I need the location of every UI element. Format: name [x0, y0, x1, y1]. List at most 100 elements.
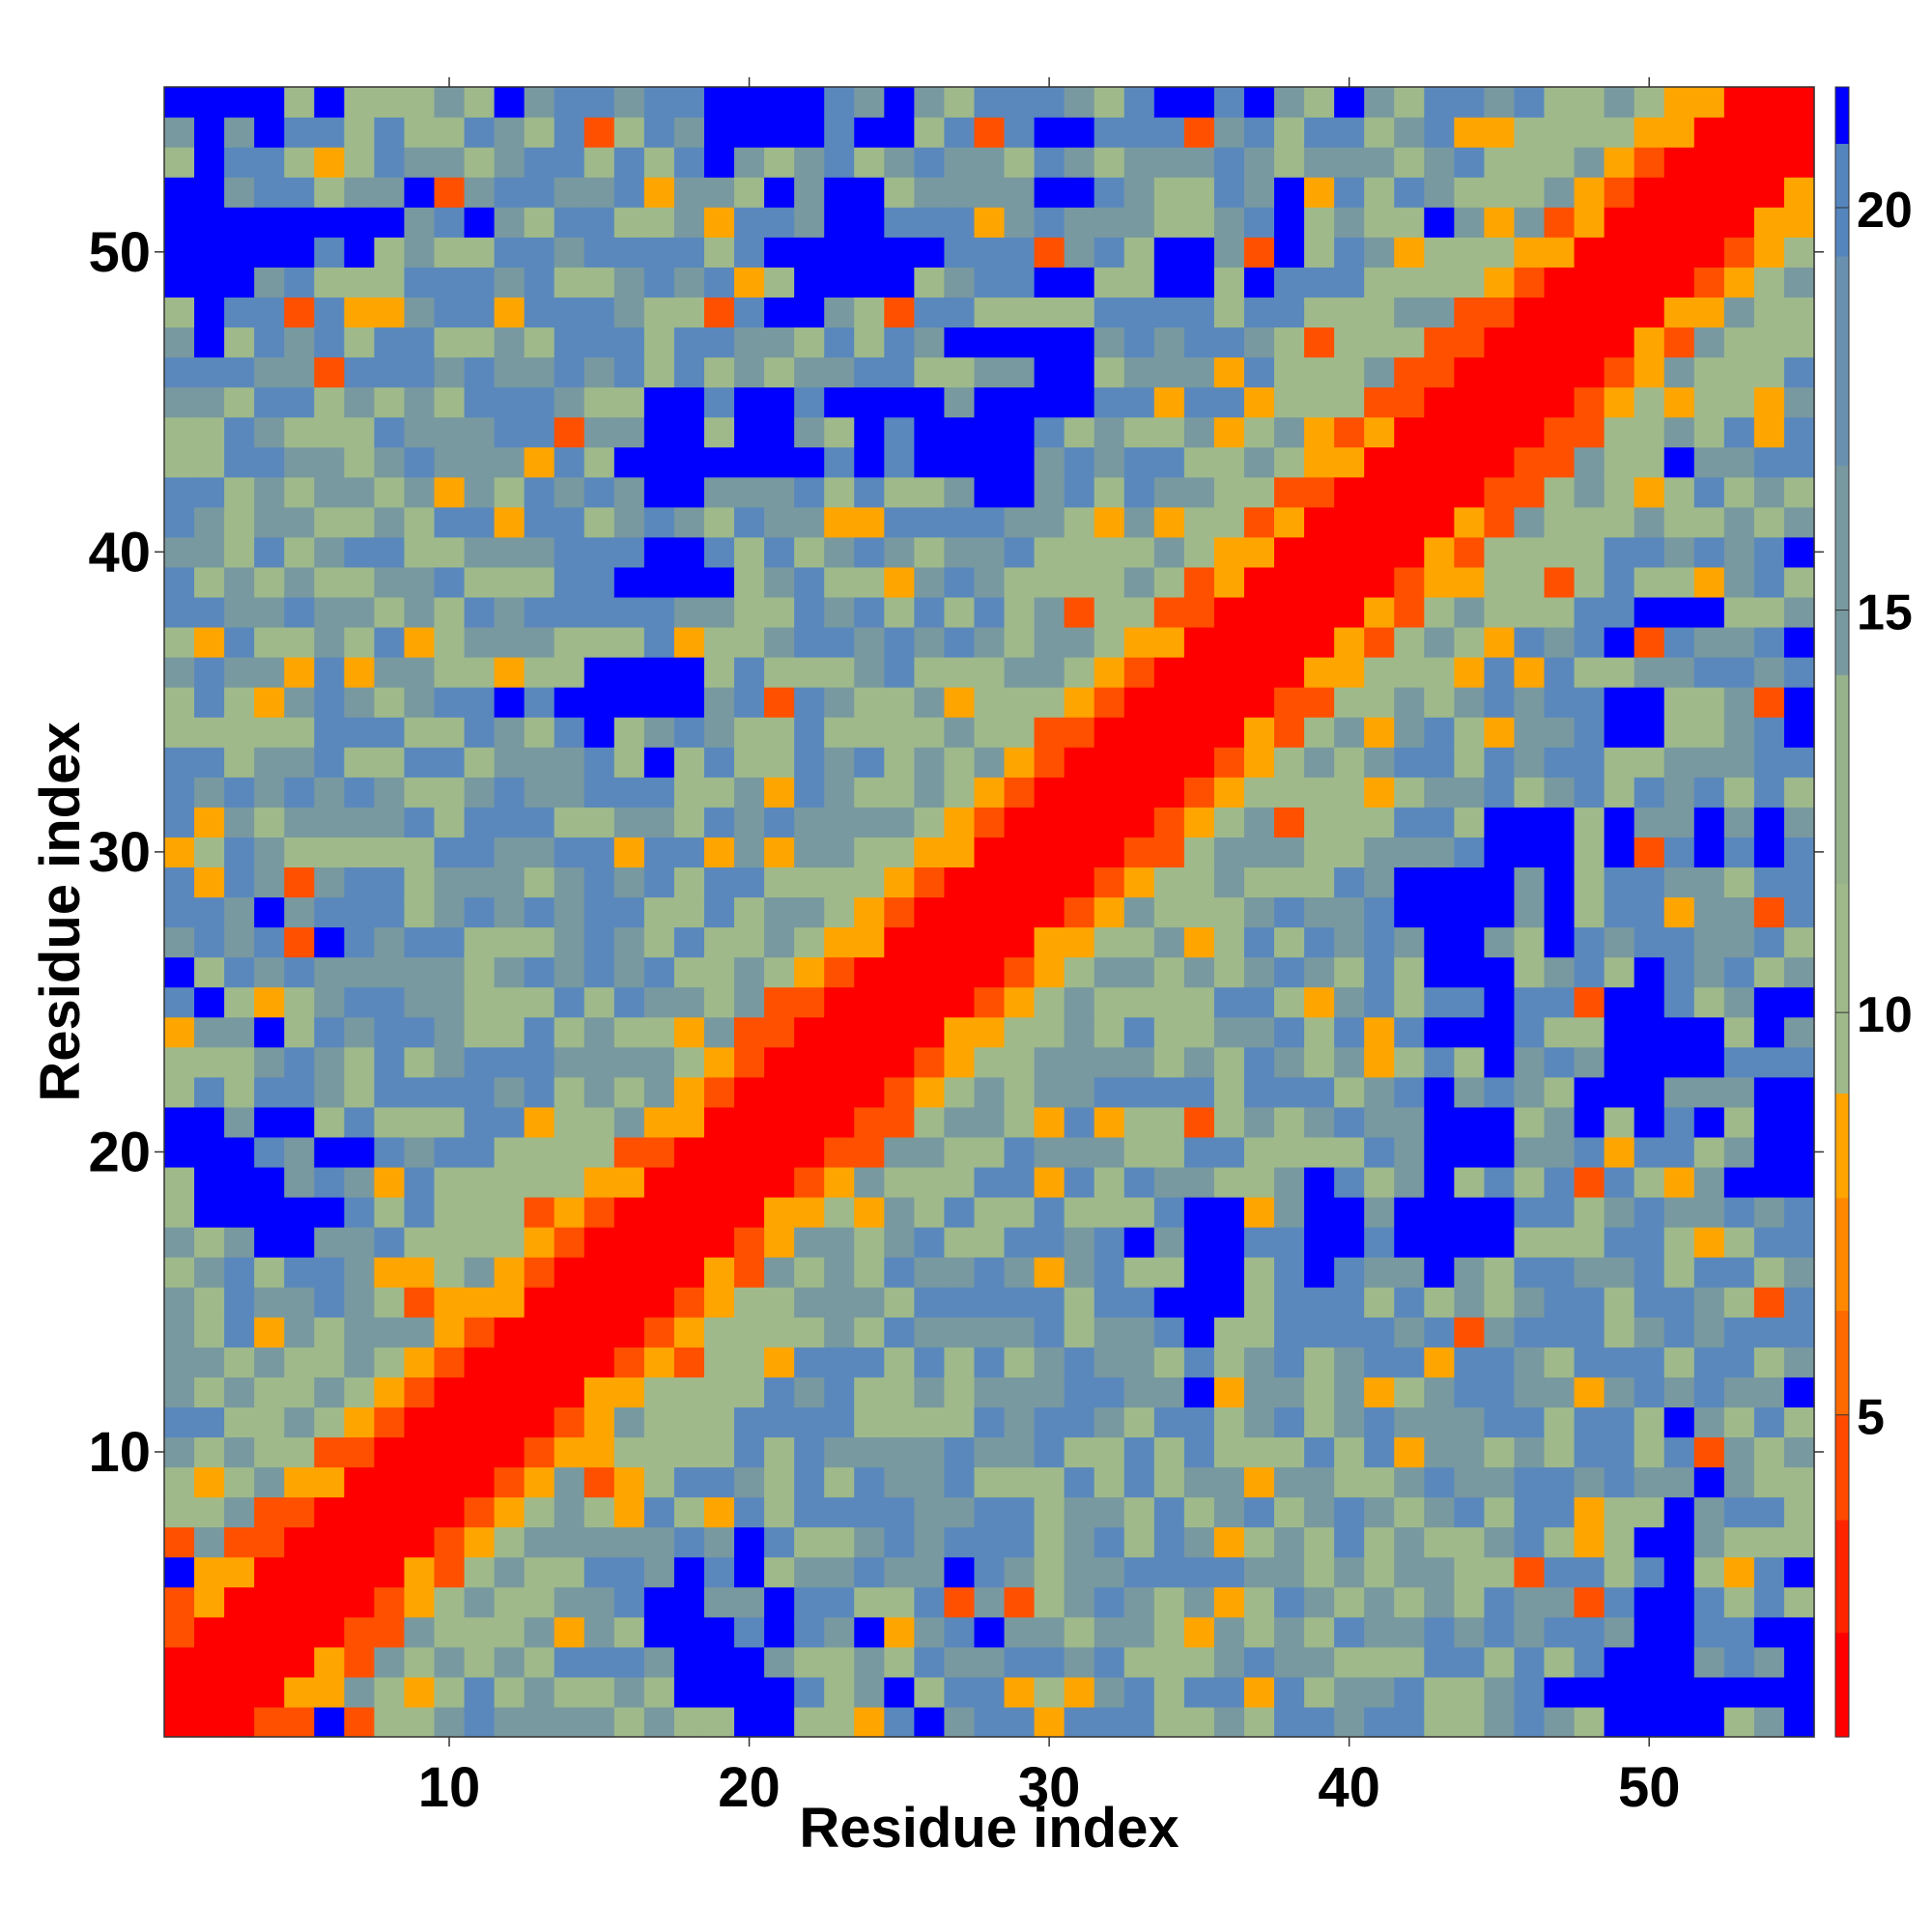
heatmap-cell	[1753, 1706, 1785, 1738]
heatmap-cell	[1604, 1136, 1635, 1168]
heatmap-cell	[554, 356, 585, 388]
heatmap-cell	[583, 926, 615, 958]
heatmap-cell	[613, 956, 645, 988]
heatmap-cell	[194, 87, 225, 118]
heatmap-cell	[1364, 1406, 1395, 1438]
heatmap-cell	[554, 1197, 585, 1228]
heatmap-cell	[554, 416, 585, 448]
heatmap-cell	[1574, 1496, 1605, 1528]
heatmap-cell	[374, 267, 406, 298]
heatmap-cell	[554, 476, 585, 508]
heatmap-cell	[1064, 1436, 1095, 1468]
heatmap-cell	[884, 87, 915, 118]
heatmap-cell	[1243, 1406, 1275, 1438]
heatmap-cell	[1783, 416, 1815, 448]
heatmap-cell	[1663, 267, 1695, 298]
heatmap-cell	[1004, 1436, 1036, 1468]
heatmap-cell	[1604, 717, 1635, 748]
heatmap-cell	[824, 777, 855, 808]
heatmap-cell	[1514, 626, 1546, 658]
heatmap-cell	[1304, 147, 1335, 178]
heatmap-cell	[1484, 717, 1516, 748]
heatmap-cell	[1484, 356, 1516, 388]
heatmap-cell	[703, 747, 735, 778]
heatmap-cell	[914, 837, 946, 868]
heatmap-cell	[314, 446, 345, 478]
heatmap-cell	[1783, 1406, 1815, 1438]
heatmap-cell	[914, 117, 946, 148]
heatmap-cell	[734, 1016, 765, 1048]
heatmap-cell	[1213, 926, 1245, 958]
heatmap-cell	[1394, 1317, 1425, 1348]
heatmap-cell	[794, 1106, 825, 1138]
heatmap-cell	[1243, 1197, 1275, 1228]
heatmap-cell	[1004, 1166, 1036, 1198]
heatmap-cell	[854, 956, 885, 988]
heatmap-cell	[374, 297, 406, 328]
heatmap-cell	[703, 896, 735, 928]
heatmap-cell	[314, 1287, 345, 1318]
heatmap-cell	[404, 476, 436, 508]
heatmap-cell	[1484, 267, 1516, 298]
heatmap-cell	[1514, 687, 1546, 718]
heatmap-cell	[1723, 657, 1755, 688]
heatmap-cell	[914, 1616, 946, 1648]
heatmap-cell	[1753, 807, 1785, 838]
heatmap-cell	[1574, 687, 1605, 718]
heatmap-cell	[1753, 1287, 1785, 1318]
heatmap-cell	[1544, 356, 1576, 388]
heatmap-cell	[1574, 416, 1605, 448]
heatmap-cell	[1514, 1496, 1546, 1528]
heatmap-cell	[344, 267, 375, 298]
heatmap-cell	[1574, 177, 1605, 208]
heatmap-cell	[494, 896, 526, 928]
heatmap-cell	[1454, 476, 1485, 508]
heatmap-cell	[1693, 117, 1725, 148]
heatmap-cell	[1394, 297, 1425, 328]
heatmap-cell	[1394, 1197, 1425, 1228]
heatmap-cell	[1364, 687, 1395, 718]
heatmap-cell	[643, 1197, 675, 1228]
heatmap-cell	[764, 777, 795, 808]
heatmap-cell	[1634, 1646, 1665, 1678]
heatmap-cell	[494, 1377, 526, 1407]
heatmap-cell	[944, 1556, 976, 1588]
heatmap-cell	[1783, 117, 1815, 148]
heatmap-cell	[1454, 867, 1485, 898]
heatmap-cell	[1394, 1496, 1425, 1528]
heatmap-cell	[1334, 1076, 1365, 1108]
heatmap-cell	[1034, 837, 1065, 868]
heatmap-cell	[794, 807, 825, 838]
heatmap-cell	[194, 1287, 225, 1318]
heatmap-cell	[404, 1526, 436, 1558]
heatmap-cell	[254, 1136, 285, 1168]
heatmap-cell	[613, 1646, 645, 1678]
heatmap-cell	[1783, 956, 1815, 988]
heatmap-cell	[1544, 1616, 1576, 1648]
heatmap-cell	[794, 986, 825, 1018]
heatmap-cell	[1454, 1526, 1485, 1558]
heatmap-cell	[703, 87, 735, 118]
heatmap-cell	[374, 596, 406, 628]
heatmap-cell	[194, 986, 225, 1018]
heatmap-cell	[434, 1076, 466, 1108]
heatmap-cell	[1604, 596, 1635, 628]
heatmap-cell	[344, 536, 375, 568]
heatmap-cell	[164, 1406, 195, 1438]
heatmap-cell	[1243, 237, 1275, 268]
heatmap-cell	[854, 596, 885, 628]
heatmap-cell	[524, 747, 555, 778]
heatmap-cell	[884, 867, 915, 898]
heatmap-cell	[1454, 1646, 1485, 1678]
heatmap-cell	[1304, 207, 1335, 238]
heatmap-cell	[1334, 1616, 1365, 1648]
heatmap-cell	[734, 837, 765, 868]
heatmap-cell	[1693, 506, 1725, 538]
heatmap-cell	[284, 1377, 315, 1407]
heatmap-cell	[1064, 207, 1095, 238]
heatmap-cell	[1123, 1646, 1155, 1678]
heatmap-cell	[1574, 1046, 1605, 1078]
heatmap-cell	[884, 536, 915, 568]
heatmap-cell	[1663, 1227, 1695, 1258]
heatmap-cell	[1663, 207, 1695, 238]
